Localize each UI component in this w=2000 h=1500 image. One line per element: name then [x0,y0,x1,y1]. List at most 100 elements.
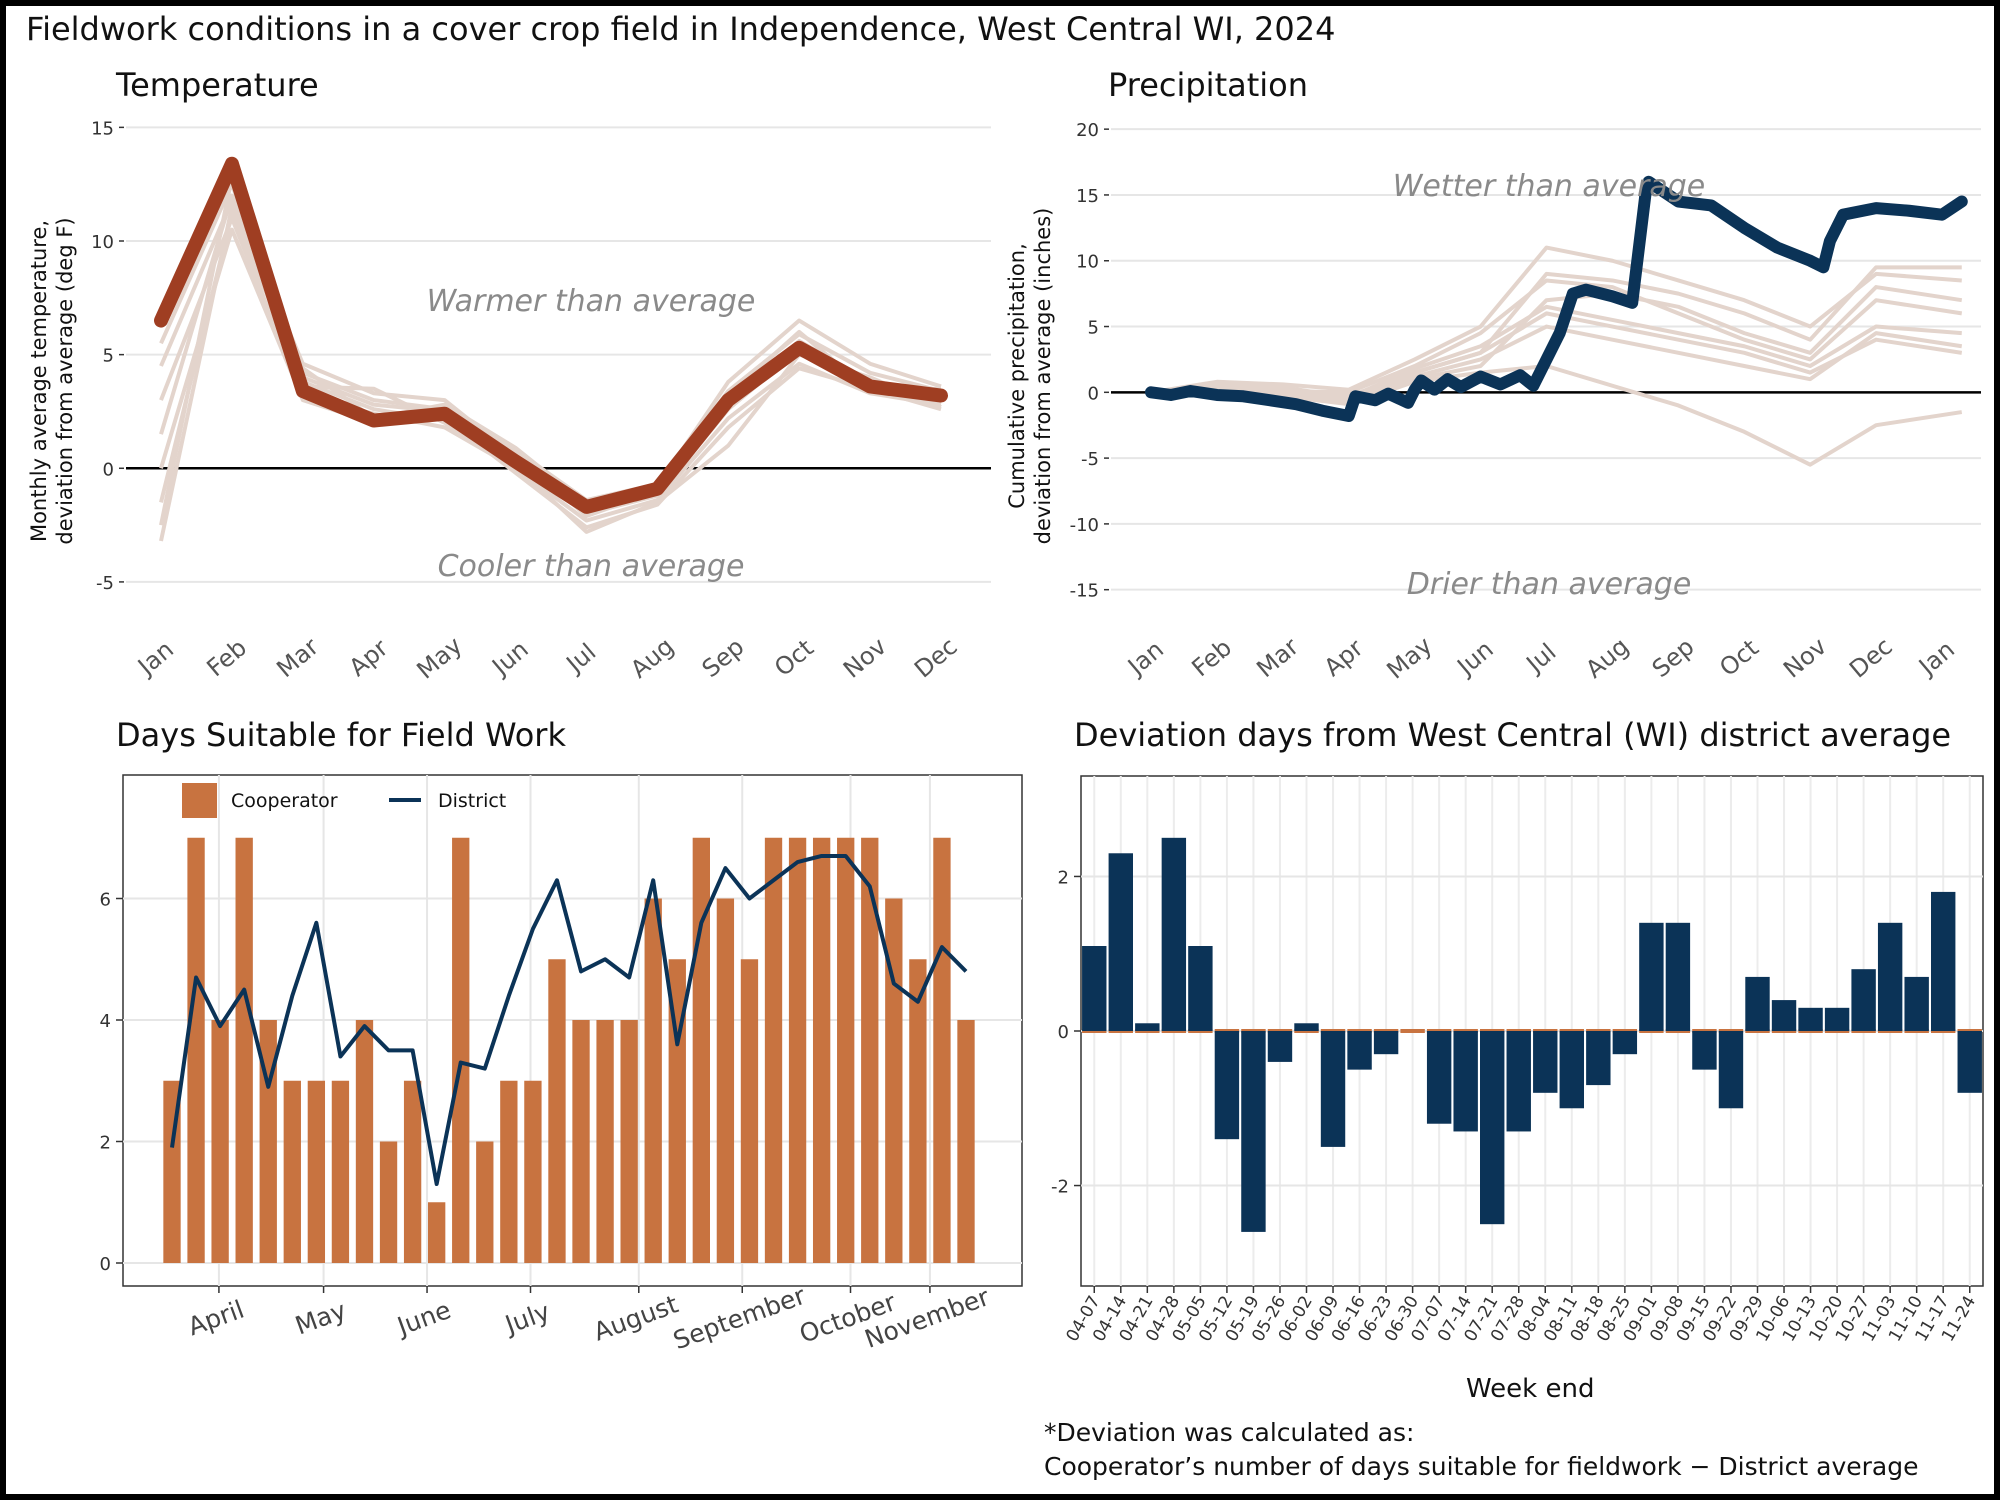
cooperator-bar [211,1020,229,1263]
x-tick-label: Apr [344,634,394,682]
precipitation-2024-line [1145,175,1968,422]
legend-cooperator-swatch [182,783,217,818]
temperature-chart: 15 10 5 0 -5 Jan Feb Mar Apr May Jun Jul Aug Sep Oct No… [27,118,991,685]
x-tick-label: Nov [1778,632,1832,684]
y-tick-label: 10 [91,232,114,253]
precipitation-chart: 20 15 10 5 0 -5 -10 -15 Jan Feb Mar Apr May Jun Jul Aug… [1005,120,1981,685]
cooperator-bar [283,1080,301,1263]
deviation-bar [1241,1031,1266,1232]
cooperator-bar [692,837,710,1263]
deviation-bar [1612,1031,1638,1055]
y-tick-label: -5 [1081,449,1099,470]
x-tick-label: Mar [1251,633,1304,684]
deviation-bar [1586,1031,1611,1086]
x-tick-label: June [392,1295,455,1342]
deviation-bar [1267,1031,1293,1062]
cooperator-bar [644,898,662,1263]
historical-precipitation-line [1150,311,1963,399]
deviation-bar [1877,922,1903,1031]
cooperator-bar [235,837,253,1263]
x-tick-label: Feb [1186,633,1237,682]
cooperator-bar [837,837,855,1263]
figure-title: Fieldwork conditions in a cover crop fie… [26,10,1336,48]
cooperator-bar [885,898,903,1263]
cooperator-bar [476,1141,494,1263]
legend-cooperator-label: Cooperator [231,790,338,812]
x-tick-label: April [184,1295,248,1342]
x-tick-label: May [411,631,467,684]
temperature-2024-line [154,156,948,514]
footnote: *Deviation was calculated as: Cooperator… [1044,1416,1918,1484]
x-tick-label: Oct [769,634,819,682]
y-axis-title: Cumulative precipitation,deviation from … [1005,208,1055,545]
y-tick-label: 0 [100,1254,111,1275]
x-tick-label: Jan [1912,635,1960,682]
y-tick-label: 15 [1076,186,1099,207]
y-axis-title-line: deviation from average (deg F) [53,217,77,544]
y-tick-label: 10 [1076,252,1099,273]
x-tick-label: Aug [625,632,679,684]
cooperator-bar [812,837,831,1263]
annotation-cooler: Cooler than average [438,549,745,584]
historical-precipitation-line [1150,324,1963,403]
y-tick-label: -15 [1070,581,1099,602]
cooperator-bar [403,1080,422,1263]
deviation-bar [1347,1031,1372,1070]
y-tick-label: -10 [1070,515,1099,536]
deviation-bar [1665,922,1691,1031]
deviation-bar [1453,1031,1478,1132]
x-tick-label: Jul [1520,638,1562,679]
y-tick-label: 0 [103,459,114,480]
cooperator-bar [500,1080,518,1263]
cooperator-bar [861,837,879,1263]
historical-precipitation-line [1150,364,1963,467]
historical-precipitation-line [1150,304,1962,400]
deviation-bar [1082,946,1107,1031]
y-tick-label: 0 [1088,383,1099,404]
cooperator-bar [909,959,927,1263]
cooperator-bar [524,1080,542,1263]
precipitation-title: Precipitation [1108,66,1309,104]
deviation-bar [1506,1031,1531,1132]
cooperator-bar [740,959,759,1263]
cooperator-bar [716,898,735,1263]
figure: Fieldwork conditions in a cover crop fie… [6,6,1994,1494]
x-tick-label: Aug [1580,632,1634,684]
y-tick-label: -2 [1051,1177,1069,1198]
x-tick-label: Mar [271,633,324,684]
x-tick-label: Sep [1647,633,1700,684]
cooperator-bar [355,1020,374,1263]
deviation-bar [1771,1000,1797,1031]
deviation-bar [1108,853,1133,1031]
y-tick-label: 0 [1058,1022,1069,1043]
x-tick-label: Apr [1319,634,1369,682]
deviation-bar [1692,1031,1717,1070]
cooperator-bar [331,1080,350,1263]
x-tick-label: August [590,1289,682,1346]
x-tick-label: Dec [1844,632,1898,683]
cooperator-bar [428,1202,446,1263]
deviation-bar [1214,1031,1240,1140]
footnote-line-2: Cooperator’s number of days suitable for… [1044,1452,1919,1481]
x-tick-label: Feb [201,633,252,682]
cooperator-bar [596,1020,614,1263]
y-tick-label: 20 [1076,120,1099,141]
legend-district-label: District [438,790,506,812]
deviation-xlabel: Week end [1466,1374,1595,1404]
deviation-bar [1718,1031,1744,1109]
deviation-bar [1745,976,1770,1031]
deviation-bar [1294,1023,1319,1031]
cooperator-bar [572,1020,590,1263]
x-tick-label: Nov [838,632,892,684]
cooperator-bar [379,1141,398,1263]
y-tick-label: 5 [1088,318,1099,339]
cooperator-bar [764,837,783,1263]
x-tick-label: May [291,1295,350,1340]
deviation-bar [1639,922,1664,1031]
deviation-bar [1135,1023,1160,1031]
y-tick-label: -5 [96,573,114,594]
x-tick-label: Jul [560,638,602,679]
cooperator-bar [933,837,951,1263]
deviation-bar [1559,1031,1584,1109]
